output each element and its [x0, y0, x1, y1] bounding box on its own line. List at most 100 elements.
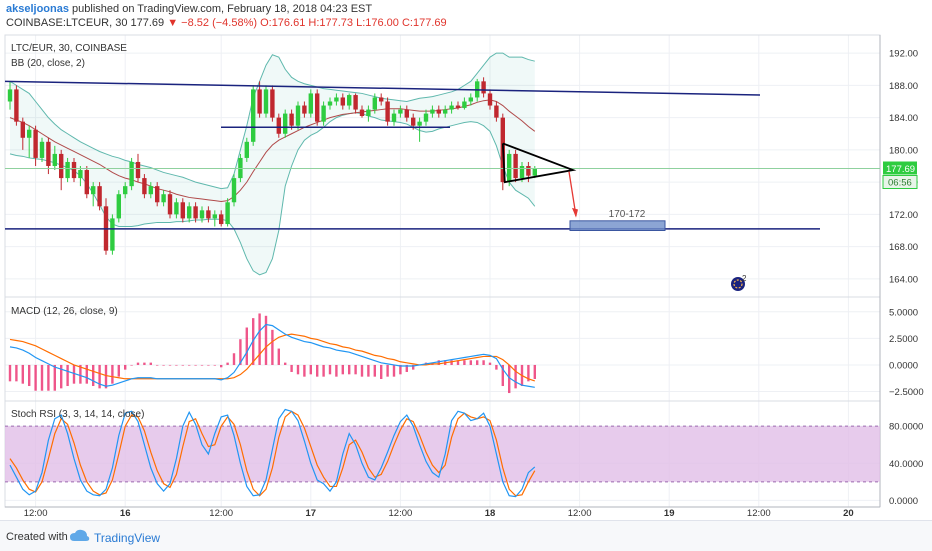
macd-histogram-bar [501, 364, 504, 387]
macd-histogram-bar [328, 364, 332, 375]
stoch-k-line [9, 408, 536, 498]
macd-histogram-bar [514, 364, 517, 389]
candle-body [135, 161, 141, 179]
macd-pane [4, 296, 881, 402]
candle-body [468, 97, 473, 102]
symbol-quote-line: COINBASE:LTCEUR, 30 177.69 ▼ −8.52 (−4.5… [6, 17, 447, 29]
macd-histogram-bar [213, 364, 216, 366]
macd-histogram-bar [335, 364, 338, 377]
candle-body [59, 153, 64, 179]
candle-body [327, 101, 333, 106]
macd-histogram-bar [239, 339, 242, 365]
annotation-badge-count: 2 [742, 274, 747, 283]
candle-body [187, 206, 192, 219]
time-tick-label: 12:00 [24, 508, 48, 519]
candle-body [532, 168, 537, 176]
macd-histogram-bar [66, 364, 69, 387]
candle-body [110, 218, 115, 251]
target-zone-label: 170-172 [609, 209, 646, 220]
price-tick-label: 168.00 [889, 242, 918, 253]
price-pane-title: LTC/EUR, 30, COINBASE [11, 43, 127, 54]
macd-histogram-bar [399, 364, 402, 375]
macd-histogram-bar [508, 364, 511, 394]
macd-histogram-bar [290, 364, 293, 372]
time-tick-label: 16 [120, 508, 131, 519]
candle-body [321, 105, 326, 122]
candle-body [91, 186, 96, 195]
price-tick-label: 188.00 [889, 81, 918, 92]
macd-histogram-bar [348, 364, 351, 375]
macd-tick-label: 0.0000 [889, 360, 918, 371]
published-text: published on TradingView.com, February 1… [72, 3, 373, 15]
macd-histogram-bar [72, 364, 76, 384]
candle-body [430, 109, 435, 114]
annotation-badge-ring [733, 279, 743, 289]
price-axis[interactable] [880, 35, 932, 507]
candle-body [462, 101, 467, 108]
bb-fill [10, 53, 535, 275]
price-tick-label: 172.00 [889, 210, 918, 221]
candle-body [302, 105, 307, 114]
stoch-tick-label: 40.0000 [889, 459, 923, 470]
current-price-value: 177.69 [886, 164, 915, 175]
annotation-badge-icon [731, 277, 745, 291]
candle-body [167, 194, 173, 215]
macd-histogram-bar [482, 360, 485, 365]
time-tick-label: 12:00 [568, 508, 592, 519]
macd-histogram-bar [162, 364, 165, 366]
candle-body [404, 109, 409, 118]
macd-histogram-bar [392, 364, 396, 377]
macd-histogram-bar [194, 364, 197, 366]
time-tick-label: 17 [306, 508, 317, 519]
candle-body [379, 97, 384, 102]
candle-body [276, 117, 281, 134]
time-tick-label: 19 [664, 508, 675, 519]
macd-histogram-bar [405, 364, 408, 372]
candle-body [391, 113, 397, 122]
macd-histogram-bar [79, 364, 82, 384]
macd-histogram-bar [226, 362, 229, 365]
macd-histogram-bar [412, 364, 415, 370]
macd-histogram-bar [264, 315, 268, 365]
created-with-text: Created with [6, 531, 68, 543]
bb-basis-line [9, 99, 536, 202]
candle-body [353, 95, 358, 110]
macd-signal-line [9, 333, 535, 382]
bb-upper-line [9, 52, 535, 190]
triangle-pattern [501, 142, 577, 184]
projection-arrow-line [568, 171, 577, 217]
macd-histogram-bar [111, 364, 114, 384]
macd-histogram-bar [354, 364, 357, 375]
candle-body [219, 214, 224, 225]
candle-body [443, 109, 448, 114]
macd-indicator [8, 313, 536, 394]
candle-body [334, 97, 339, 102]
stoch-d-line [9, 410, 536, 497]
macd-histogram-bar [60, 364, 63, 389]
candle-body [46, 141, 51, 166]
stoch-pane-title: Stoch RSI (3, 3, 14, 14, close) [11, 409, 144, 420]
macd-histogram-bar [143, 362, 146, 365]
candle-body [385, 101, 390, 122]
macd-histogram-bar [296, 364, 300, 375]
tradingview-brand-link[interactable]: TradingView [94, 531, 161, 545]
candle-body [65, 161, 70, 179]
candle-body [295, 105, 301, 126]
author-link[interactable]: akseljoonas [6, 3, 69, 15]
macd-histogram-bar [8, 364, 12, 382]
candle-body [315, 93, 320, 122]
macd-histogram-bar [136, 362, 140, 365]
macd-histogram-bar [380, 364, 383, 379]
macd-histogram-bar [284, 362, 287, 365]
macd-histogram-bar [476, 360, 479, 365]
stoch-rsi-indicator [9, 408, 536, 498]
footer-bar: Created with TradingView [0, 520, 932, 551]
macd-histogram-bar [21, 364, 24, 384]
macd-histogram-bar [15, 364, 18, 382]
macd-histogram-bar [207, 364, 210, 366]
macd-histogram-bar [124, 364, 127, 370]
candle-body [174, 202, 179, 215]
macd-pane-title: MACD (12, 26, close, 9) [11, 306, 118, 317]
candle-body [411, 117, 416, 126]
